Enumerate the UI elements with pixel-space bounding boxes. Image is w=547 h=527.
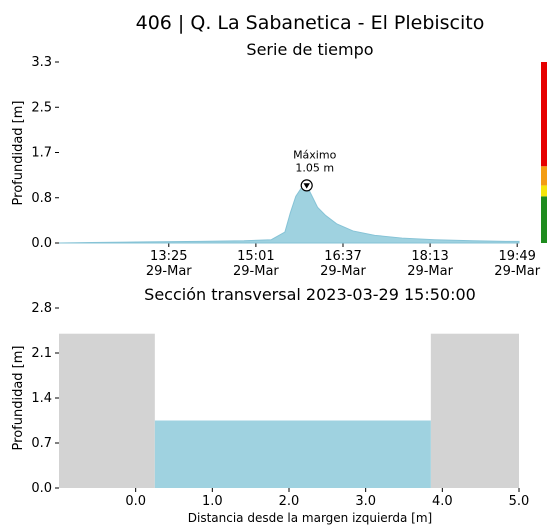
figure-title: 406 | Q. La Sabanetica - El Plebiscito	[136, 12, 485, 34]
y-tick-label: 1.7	[31, 146, 52, 161]
x-tick-time: 15:01	[237, 249, 274, 264]
time-series-chart: Serie de tiempo Profundidad [m] 0.0 0.8 1.…	[11, 40, 547, 279]
y-tick-label: 0.7	[31, 436, 52, 451]
y-tick-label: 2.1	[31, 346, 52, 361]
cross-section-water	[154, 420, 431, 488]
x-tick-label: 0.0	[125, 494, 146, 509]
cross-section-xlabel: Distancia desde la margen izquierda [m]	[188, 511, 432, 525]
max-annotation-value: 1.05 m	[295, 161, 334, 174]
alert-level-bar	[541, 62, 547, 243]
alert-level-orange	[541, 166, 547, 186]
time-series-area	[58, 184, 520, 244]
x-tick-time: 16:37	[324, 249, 361, 264]
max-annotation-label: Máximo	[293, 148, 337, 161]
x-tick-label: 5.0	[509, 494, 530, 509]
y-tick-label: 3.3	[31, 55, 52, 70]
cross-section-title: Sección transversal 2023-03-29 15:50:00	[144, 285, 476, 304]
time-series-title: Serie de tiempo	[246, 40, 373, 59]
y-tick-label: 0.8	[31, 191, 52, 206]
alert-level-green	[541, 196, 547, 243]
x-tick-label: 4.0	[432, 494, 453, 509]
x-tick-date: 29-Mar	[233, 264, 279, 279]
cross-section-ylabel: Profundidad [m]	[11, 346, 26, 451]
cross-section-banks	[59, 333, 519, 488]
alert-level-red	[541, 62, 547, 167]
x-tick-time: 13:25	[150, 249, 187, 264]
y-tick-label: 1.4	[31, 391, 52, 406]
cross-section-x-ticks: 0.0 1.0 2.0 3.0 4.0 5.0	[125, 488, 529, 509]
x-tick-time: 18:13	[411, 249, 448, 264]
y-tick-label: 2.5	[31, 100, 52, 115]
x-tick-date: 29-Mar	[407, 264, 453, 279]
x-tick-label: 1.0	[202, 494, 223, 509]
y-tick-label: 2.8	[31, 301, 52, 316]
time-series-x-ticks: 13:2529-Mar15:0129-Mar16:3729-Mar18:1329…	[146, 243, 541, 279]
x-tick-label: 2.0	[279, 494, 300, 509]
max-annotation: Máximo 1.05 m	[293, 148, 337, 192]
y-tick-label: 0.0	[31, 236, 52, 251]
x-tick-time: 19:49	[498, 249, 535, 264]
alert-level-yellow	[541, 185, 547, 197]
cross-section-chart: Sección transversal 2023-03-29 15:50:00 …	[11, 285, 529, 525]
x-tick-label: 3.0	[355, 494, 376, 509]
right-bank	[430, 333, 519, 488]
y-tick-label: 0.0	[31, 481, 52, 496]
time-series-ylabel: Profundidad [m]	[11, 101, 26, 206]
max-marker-triangle-icon	[303, 183, 310, 189]
cross-section-y-ticks: 0.0 0.7 1.4 2.1 2.8	[31, 301, 59, 496]
time-series-y-ticks: 0.0 0.8 1.7 2.5 3.3	[31, 55, 59, 251]
left-bank	[59, 333, 155, 488]
x-tick-date: 29-Mar	[146, 264, 192, 279]
x-tick-date: 29-Mar	[494, 264, 540, 279]
x-tick-date: 29-Mar	[320, 264, 366, 279]
